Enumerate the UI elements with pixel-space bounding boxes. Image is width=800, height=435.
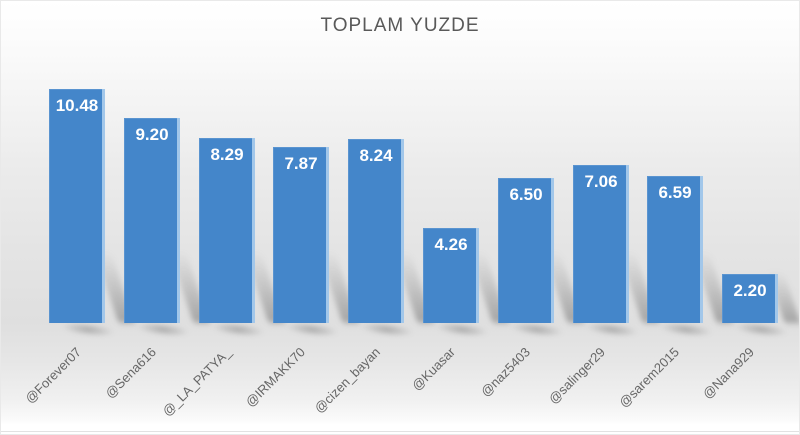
chart-bottom-border — [1, 431, 799, 432]
bar-value-label: 7.87 — [284, 154, 318, 173]
bar: 2.20 — [722, 274, 778, 323]
bar-value-label: 8.29 — [210, 145, 244, 164]
bar-value-label: 2.20 — [733, 281, 767, 300]
bar: 9.20 — [124, 118, 180, 323]
bar-value-label: 8.24 — [359, 146, 393, 165]
bar: 6.59 — [647, 176, 703, 323]
bar-value-label: 6.59 — [658, 183, 692, 202]
bar: 10.48 — [49, 89, 105, 323]
bar-value-label: 4.26 — [434, 235, 468, 254]
bar: 7.06 — [573, 165, 629, 323]
bar: 7.87 — [273, 147, 329, 323]
bar-value-label: 6.50 — [509, 185, 543, 204]
bar-value-label: 9.20 — [135, 125, 169, 144]
chart-title: TOPLAM YUZDE — [320, 15, 480, 36]
bar: 6.50 — [498, 178, 554, 323]
bar: 4.26 — [423, 228, 479, 323]
bar-value-label: 7.06 — [584, 172, 618, 191]
bar: 8.24 — [348, 139, 404, 323]
bar: 8.29 — [199, 138, 255, 323]
bar-value-label: 10.48 — [55, 96, 99, 115]
